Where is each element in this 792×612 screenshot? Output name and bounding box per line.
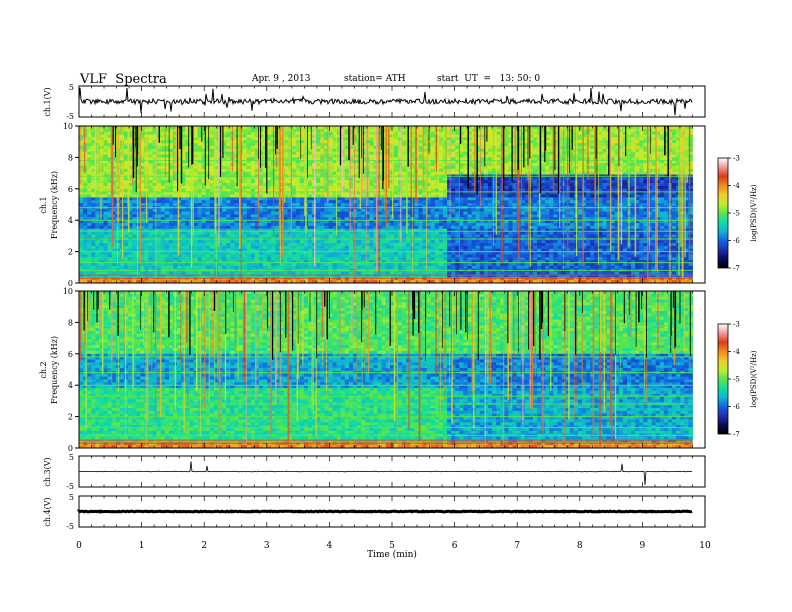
time-tick-label: 10	[699, 541, 711, 551]
ytick-label: 10	[63, 287, 73, 296]
colorbar-tick-label: -6	[733, 237, 740, 245]
ch1-waveform-panel: 5 -5 ch.1(V)	[43, 83, 706, 121]
ytick-label: 2	[68, 413, 73, 422]
colorbar-tick-label: -3	[733, 321, 740, 329]
ch1-colorbar: -3 -4 -5 -6 -7 log(PSD)(V²/Hz)	[717, 155, 758, 273]
time-axis-label: Time (min)	[367, 549, 417, 560]
time-axis: 0 1 2 3 4 5 6 7 8 9 10	[76, 86, 711, 551]
ch1-spec-ylabel: ch.1	[39, 196, 48, 213]
ytick-label: 2	[68, 248, 73, 257]
time-tick-label: 5	[389, 541, 395, 551]
ch1-waveform-ylabel: ch.1(V)	[43, 87, 52, 116]
start-time-label: start UT = 13: 50: 0	[437, 74, 541, 84]
colorbar-tick-label: -7	[733, 431, 740, 439]
time-tick-label: 4	[327, 541, 333, 551]
ch3-ytick-bottom: -5	[66, 482, 74, 491]
colorbar-tick-label: -5	[733, 376, 740, 384]
ytick-label: 8	[68, 153, 73, 162]
ch1-ytick-top: 5	[69, 83, 74, 92]
ch3-waveform-ylabel: ch.3(V)	[43, 457, 52, 486]
ch1-ytick-bottom: -5	[66, 112, 74, 121]
colorbar-tick-label: -4	[733, 182, 740, 190]
time-tick-label: 9	[640, 541, 646, 551]
ch2-colorbar: -3 -4 -5 -6 -7 log(PSD)(V²/Hz)	[717, 321, 758, 439]
colorbar-label: log(PSD)(V²/Hz)	[750, 350, 758, 407]
ch3-ytick-top: 5	[69, 453, 74, 462]
colorbar-scale	[717, 157, 729, 269]
ch3-waveform-panel: 5 -5 ch.3(V)	[43, 453, 706, 491]
ch1-spec-ylabel-freq: Frequency (kHz)	[50, 171, 59, 239]
ch4-ytick-top: 5	[69, 493, 74, 502]
colorbar-tick-label: -5	[733, 210, 740, 218]
time-tick-label: 7	[514, 541, 520, 551]
ch2-spec-ylabel-freq: Frequency (kHz)	[50, 336, 59, 404]
ytick-label: 6	[68, 185, 73, 194]
ytick-label: 6	[68, 350, 73, 359]
ch3-waveform-trace	[78, 461, 692, 486]
ytick-label: 8	[68, 318, 73, 327]
colorbar-label: log(PSD)(V²/Hz)	[750, 184, 758, 241]
time-tick-label: 0	[76, 541, 82, 551]
ch2-spec-ylabel: ch.2	[39, 361, 48, 378]
ch1-waveform-trace	[78, 87, 693, 116]
ch2-spectrogram-panel: 10 8 6 4 2 0 ch.2 Frequency (kHz) -3 -4 -5 -6 -7 l…	[39, 287, 758, 453]
ch4-waveform-trace	[77, 509, 693, 514]
ch2-spectrogram-image	[79, 291, 693, 449]
ytick-label: 10	[63, 122, 73, 131]
time-tick-label: 3	[264, 541, 270, 551]
ch2-yticks: 10 8 6 4 2 0	[63, 287, 79, 453]
date-label: Apr. 9 , 2013	[252, 74, 311, 84]
time-tick-label: 1	[139, 541, 145, 551]
ytick-label: 0	[68, 444, 73, 453]
ytick-label: 4	[68, 216, 73, 225]
ytick-label: 0	[68, 279, 73, 288]
ch4-waveform-ylabel: ch.4(V)	[43, 497, 52, 526]
time-tick-label: 2	[201, 541, 207, 551]
ch4-waveform-panel: 5 -5 ch.4(V)	[43, 493, 706, 531]
colorbar-scale	[717, 323, 729, 435]
ch4-ytick-bottom: -5	[66, 522, 74, 531]
station-label: station= ATH	[344, 74, 406, 84]
ch1-spectrogram-panel: 10 8 6 4 2 0 ch.1 Frequency (kHz) -3 -4 -5 -6 -7 l…	[39, 122, 758, 288]
time-tick-label: 8	[577, 541, 583, 551]
time-tick-label: 6	[452, 541, 458, 551]
colorbar-tick-label: -4	[733, 348, 740, 356]
colorbar-tick-label: -3	[733, 155, 740, 163]
ytick-label: 4	[68, 381, 73, 390]
ch1-spectrogram-image	[79, 126, 693, 284]
ch1-yticks: 10 8 6 4 2 0	[63, 122, 79, 288]
colorbar-tick-label: -7	[733, 265, 740, 273]
figure-title: VLF Spectra	[80, 72, 167, 87]
colorbar-tick-label: -6	[733, 403, 740, 411]
